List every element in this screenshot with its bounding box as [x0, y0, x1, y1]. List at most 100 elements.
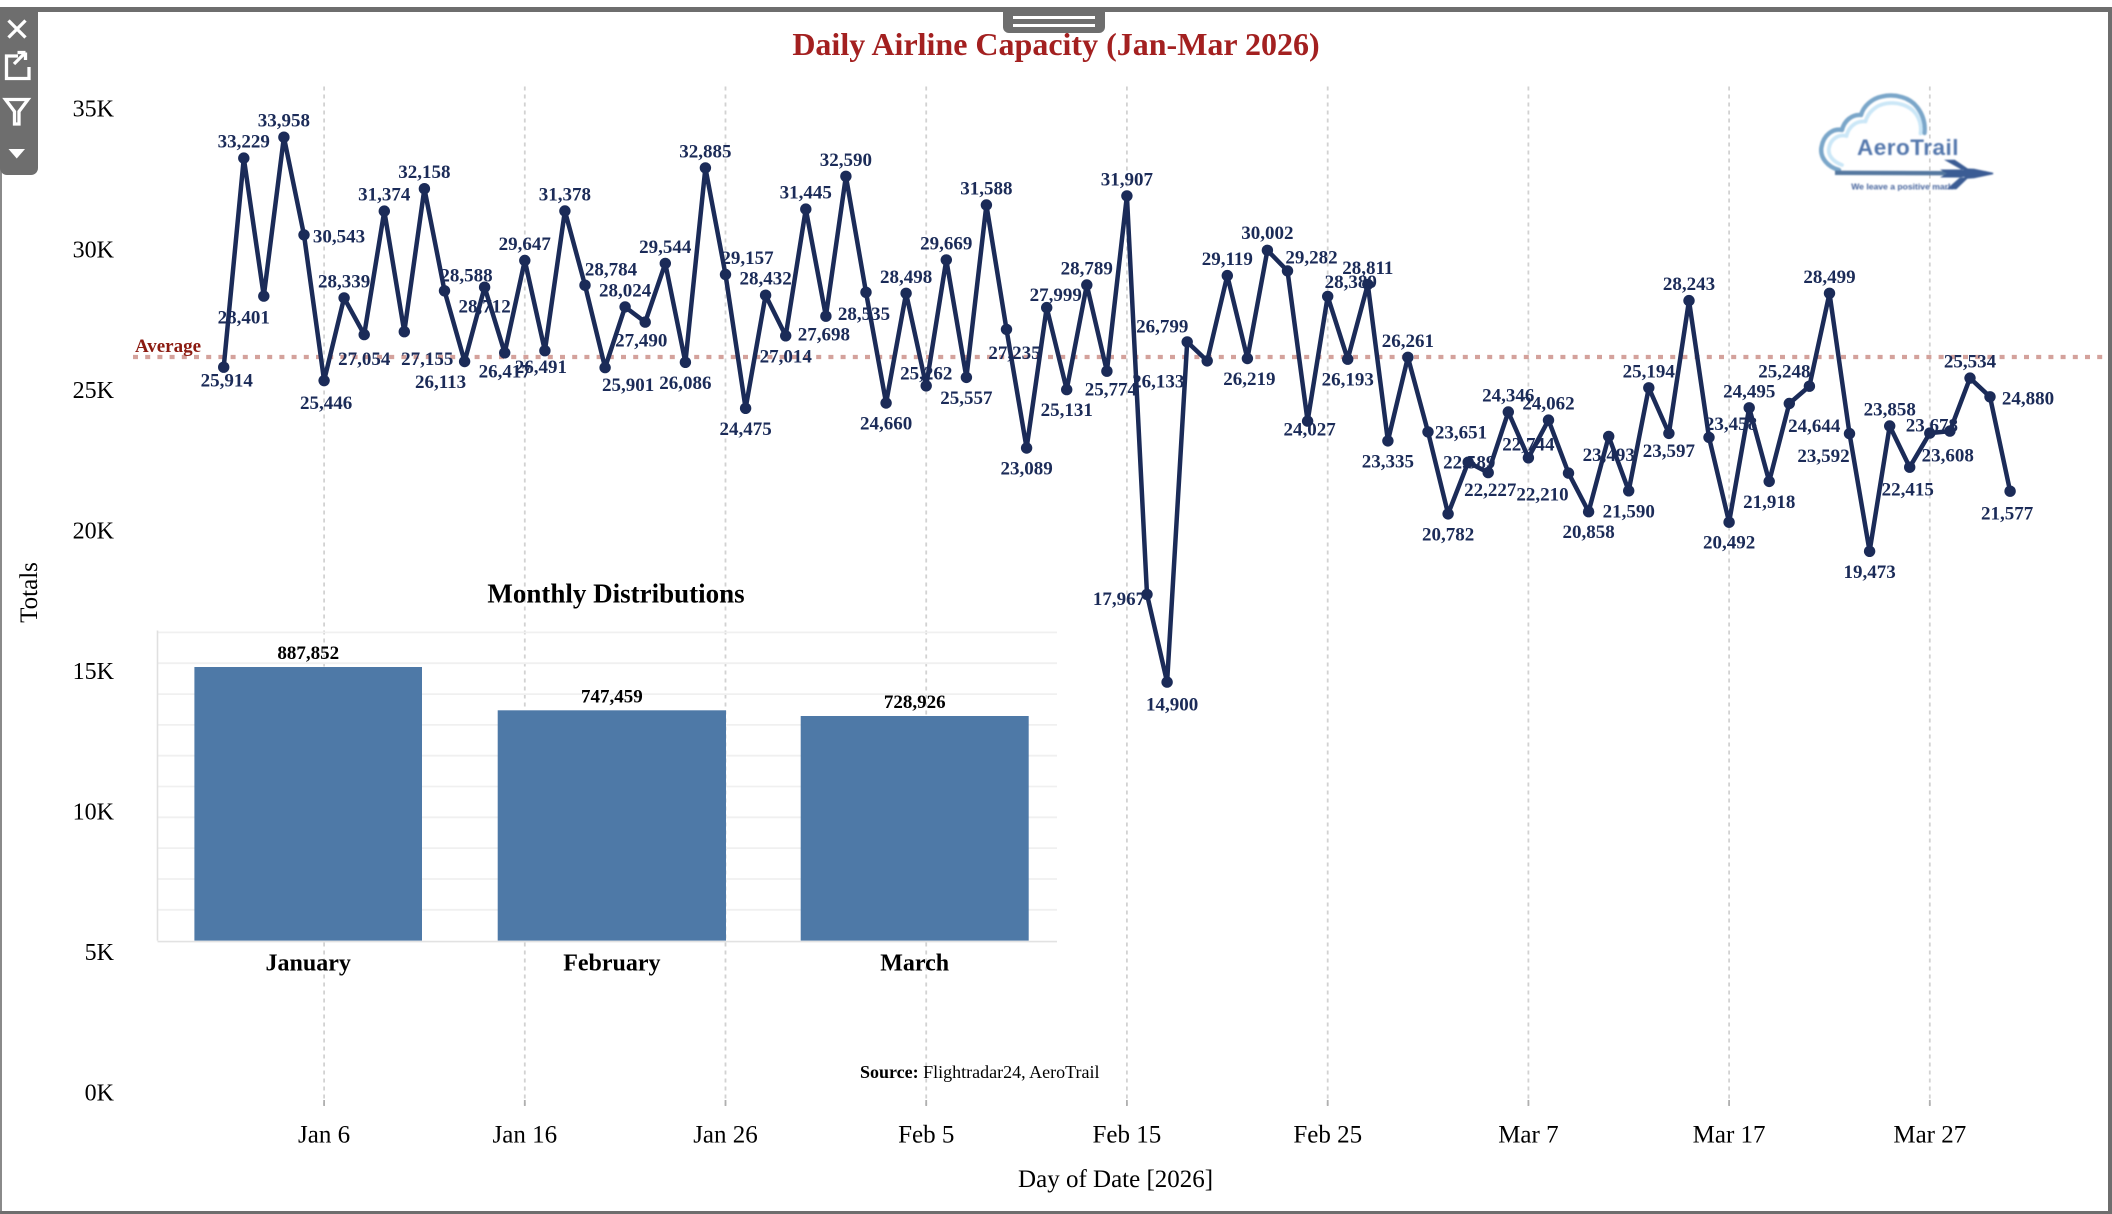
svg-text:15K: 15K — [73, 659, 115, 685]
svg-text:Source: Flightradar24, AeroTra: Source: Flightradar24, AeroTrail — [860, 1062, 1100, 1082]
svg-text:22,589: 22,589 — [1443, 453, 1495, 474]
svg-text:28,789: 28,789 — [1061, 259, 1113, 280]
svg-text:26,113: 26,113 — [415, 372, 466, 393]
svg-text:28,712: 28,712 — [458, 297, 510, 318]
svg-text:30,002: 30,002 — [1241, 223, 1293, 244]
svg-text:25,774: 25,774 — [1085, 380, 1138, 401]
svg-text:Feb 15: Feb 15 — [1093, 1121, 1162, 1148]
svg-text:29,669: 29,669 — [920, 233, 972, 254]
svg-text:28,535: 28,535 — [838, 304, 890, 325]
svg-text:32,590: 32,590 — [820, 150, 872, 171]
svg-text:24,475: 24,475 — [719, 419, 771, 440]
svg-text:23,592: 23,592 — [1797, 446, 1849, 467]
svg-text:29,119: 29,119 — [1202, 249, 1253, 270]
svg-text:AeroTrail: AeroTrail — [1857, 135, 1959, 160]
svg-text:Monthly Distributions: Monthly Distributions — [487, 579, 744, 609]
svg-text:23,335: 23,335 — [1362, 451, 1414, 472]
svg-text:20,782: 20,782 — [1422, 524, 1474, 545]
svg-text:33,958: 33,958 — [258, 111, 310, 132]
svg-text:25,901: 25,901 — [602, 375, 654, 396]
svg-text:31,378: 31,378 — [539, 185, 591, 206]
svg-text:728,926: 728,926 — [884, 692, 946, 713]
svg-text:28,499: 28,499 — [1803, 267, 1855, 288]
svg-text:21,577: 21,577 — [1981, 504, 2034, 525]
svg-text:24,062: 24,062 — [1522, 394, 1574, 415]
svg-text:25,194: 25,194 — [1623, 361, 1676, 382]
svg-text:Totals: Totals — [16, 562, 43, 623]
svg-text:23,651: 23,651 — [1435, 422, 1487, 443]
svg-text:23,493: 23,493 — [1583, 445, 1635, 466]
svg-text:23,858: 23,858 — [1864, 400, 1916, 421]
svg-text:29,157: 29,157 — [721, 248, 774, 269]
svg-text:24,644: 24,644 — [1788, 416, 1841, 437]
svg-text:Feb 25: Feb 25 — [1293, 1121, 1362, 1148]
svg-text:29,282: 29,282 — [1285, 247, 1337, 268]
svg-text:747,459: 747,459 — [581, 686, 643, 707]
svg-text:25,131: 25,131 — [1041, 400, 1093, 421]
svg-text:28,498: 28,498 — [880, 267, 932, 288]
svg-text:Day of Date [2026]: Day of Date [2026] — [1018, 1166, 1213, 1193]
svg-text:24,880: 24,880 — [2002, 388, 2054, 409]
svg-text:23,608: 23,608 — [1922, 446, 1974, 467]
svg-text:Jan 6: Jan 6 — [298, 1121, 350, 1148]
svg-text:25,534: 25,534 — [1944, 352, 1997, 373]
svg-text:26,086: 26,086 — [659, 373, 711, 394]
svg-text:20,858: 20,858 — [1562, 522, 1614, 543]
svg-text:31,374: 31,374 — [358, 185, 411, 206]
svg-text:31,445: 31,445 — [780, 183, 832, 204]
svg-text:Mar 17: Mar 17 — [1693, 1121, 1766, 1148]
svg-text:28,588: 28,588 — [440, 265, 492, 286]
svg-text:5K: 5K — [85, 940, 115, 966]
svg-text:21,918: 21,918 — [1743, 492, 1795, 513]
svg-text:February: February — [563, 950, 660, 976]
svg-text:22,210: 22,210 — [1516, 485, 1568, 506]
svg-text:17,967: 17,967 — [1093, 589, 1146, 610]
svg-text:26,219: 26,219 — [1223, 369, 1275, 390]
svg-text:31,588: 31,588 — [960, 179, 1012, 200]
svg-text:26,133: 26,133 — [1132, 371, 1184, 392]
svg-text:31,907: 31,907 — [1101, 169, 1154, 190]
svg-text:21,590: 21,590 — [1603, 501, 1655, 522]
svg-text:22,227: 22,227 — [1464, 480, 1517, 501]
svg-text:23,678: 23,678 — [1906, 416, 1958, 437]
svg-text:25,446: 25,446 — [300, 393, 352, 414]
svg-text:January: January — [266, 950, 351, 976]
svg-text:27,155: 27,155 — [401, 349, 453, 370]
svg-text:20,492: 20,492 — [1703, 533, 1755, 554]
svg-text:26,799: 26,799 — [1136, 316, 1188, 337]
svg-text:Mar 7: Mar 7 — [1498, 1121, 1558, 1148]
svg-text:28,432: 28,432 — [739, 269, 791, 290]
svg-text:27,235: 27,235 — [988, 343, 1040, 364]
svg-text:23,597: 23,597 — [1643, 441, 1696, 462]
svg-text:26,417: 26,417 — [479, 361, 532, 382]
svg-text:27,014: 27,014 — [760, 346, 813, 367]
svg-text:25,248: 25,248 — [1758, 362, 1810, 383]
svg-text:32,158: 32,158 — [398, 162, 450, 183]
svg-text:24,660: 24,660 — [860, 414, 912, 435]
svg-text:887,852: 887,852 — [277, 643, 339, 664]
svg-text:30,543: 30,543 — [313, 226, 365, 247]
svg-text:28,401: 28,401 — [218, 308, 270, 329]
svg-text:28,243: 28,243 — [1663, 274, 1715, 295]
svg-text:10K: 10K — [73, 800, 115, 826]
svg-text:27,054: 27,054 — [338, 349, 391, 370]
svg-text:25,914: 25,914 — [201, 371, 254, 392]
svg-text:24,346: 24,346 — [1482, 386, 1534, 407]
svg-text:23,458: 23,458 — [1705, 414, 1757, 435]
svg-text:22,744: 22,744 — [1502, 434, 1555, 455]
svg-text:27,698: 27,698 — [798, 325, 850, 346]
svg-text:Average: Average — [135, 336, 201, 357]
svg-text:29,544: 29,544 — [639, 237, 692, 258]
svg-text:Feb 5: Feb 5 — [898, 1121, 954, 1148]
svg-text:March: March — [880, 950, 949, 976]
svg-text:0K: 0K — [85, 1081, 115, 1107]
svg-text:32,885: 32,885 — [679, 141, 731, 162]
svg-text:24,027: 24,027 — [1283, 420, 1336, 441]
svg-text:25,262: 25,262 — [900, 363, 952, 384]
svg-text:28,339: 28,339 — [318, 271, 370, 292]
svg-text:28,811: 28,811 — [1342, 258, 1393, 279]
svg-text:22,415: 22,415 — [1882, 480, 1934, 501]
svg-text:26,491: 26,491 — [515, 357, 567, 378]
svg-text:28,784: 28,784 — [585, 260, 638, 281]
svg-text:25K: 25K — [73, 378, 115, 404]
